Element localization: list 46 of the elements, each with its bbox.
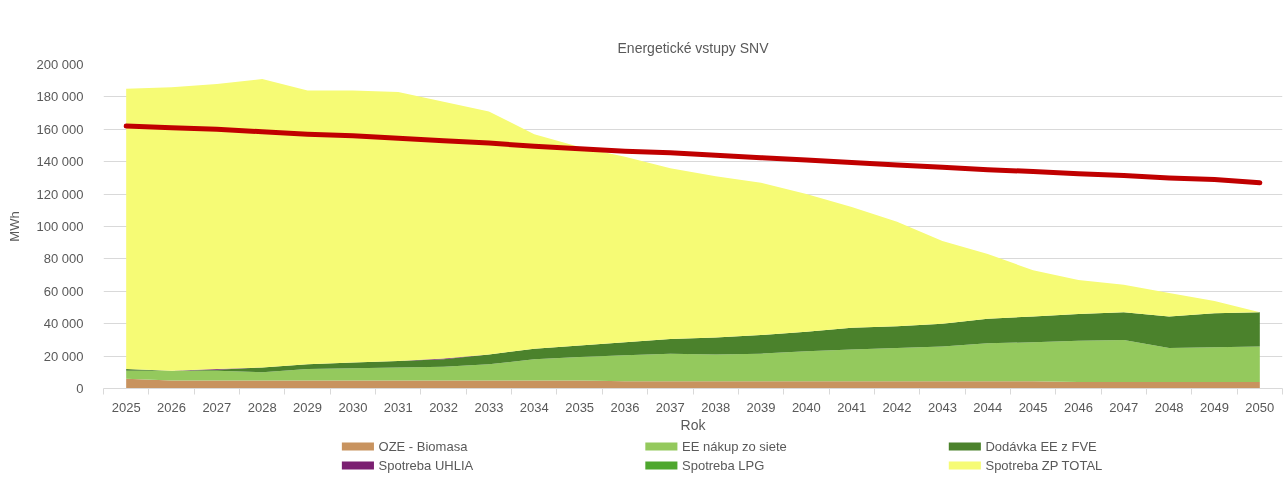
y-tick-label: 0	[76, 381, 84, 396]
x-tick-label: 2041	[837, 399, 867, 415]
x-tick-label: 2047	[1109, 399, 1139, 415]
x-tick-label: 2034	[519, 399, 549, 415]
x-axis-title: Rok	[680, 416, 707, 433]
x-tick-label: 2036	[610, 399, 640, 415]
y-tick-label: 160 000	[36, 121, 84, 137]
x-tick-label: 2035	[565, 399, 595, 415]
x-tick-label: 2027	[202, 399, 232, 415]
x-tick-label: 2031	[383, 399, 413, 415]
x-tick-label: 2048	[1154, 399, 1184, 415]
x-tick-label: 2046	[1063, 399, 1093, 415]
x-tick-label: 2040	[791, 399, 821, 415]
x-tick-label: 2032	[429, 399, 459, 415]
x-tick-label: 2030	[338, 399, 368, 415]
x-tick-label: 2043	[927, 399, 957, 415]
y-tick-label: 80 000	[43, 251, 84, 267]
y-tick-label: 60 000	[43, 283, 84, 299]
legend-label: OZE - Biomasa	[378, 439, 469, 454]
y-tick-label: 120 000	[36, 186, 84, 202]
legend-label: EE nákup zo siete	[682, 439, 787, 454]
x-tick-label: 2026	[157, 399, 186, 415]
y-tick-label: 40 000	[43, 316, 84, 332]
x-tick-label: 2042	[882, 399, 912, 415]
y-axis-title: MWh	[6, 211, 22, 242]
x-tick-label: 2029	[293, 399, 323, 415]
x-tick-label: 2044	[973, 399, 1003, 415]
x-tick-label: 2039	[746, 399, 776, 415]
y-tick-label: 100 000	[36, 219, 84, 234]
x-tick-label: 2045	[1018, 399, 1048, 415]
x-tick-label: 2037	[655, 399, 685, 415]
x-tick-label: 2050	[1245, 399, 1275, 415]
legend-label: Spotreba UHLIA	[378, 458, 474, 473]
y-tick-label: 200 000	[36, 57, 84, 72]
x-tick-label: 2038	[701, 399, 731, 415]
x-tick-label: 2028	[247, 399, 277, 415]
legend-label: Dodávka EE z FVE	[985, 439, 1098, 454]
x-tick-label: 2025	[111, 399, 141, 415]
x-tick-label: 2033	[474, 399, 504, 415]
y-tick-label: 180 000	[36, 89, 84, 105]
x-tick-label: 2049	[1200, 399, 1229, 415]
legend-label: Spotreba ZP TOTAL	[985, 458, 1103, 473]
y-tick-label: 140 000	[36, 154, 84, 170]
y-tick-label: 20 000	[43, 348, 84, 364]
chart-title: Energetické vstupy SNV	[617, 39, 770, 56]
legend-label: Spotreba LPG	[682, 458, 765, 473]
